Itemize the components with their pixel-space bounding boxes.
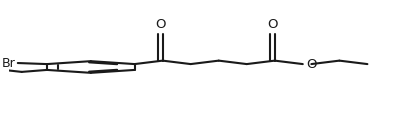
Text: O: O bbox=[267, 18, 278, 31]
Text: Br: Br bbox=[2, 57, 16, 70]
Text: O: O bbox=[155, 18, 166, 31]
Text: O: O bbox=[306, 58, 316, 71]
